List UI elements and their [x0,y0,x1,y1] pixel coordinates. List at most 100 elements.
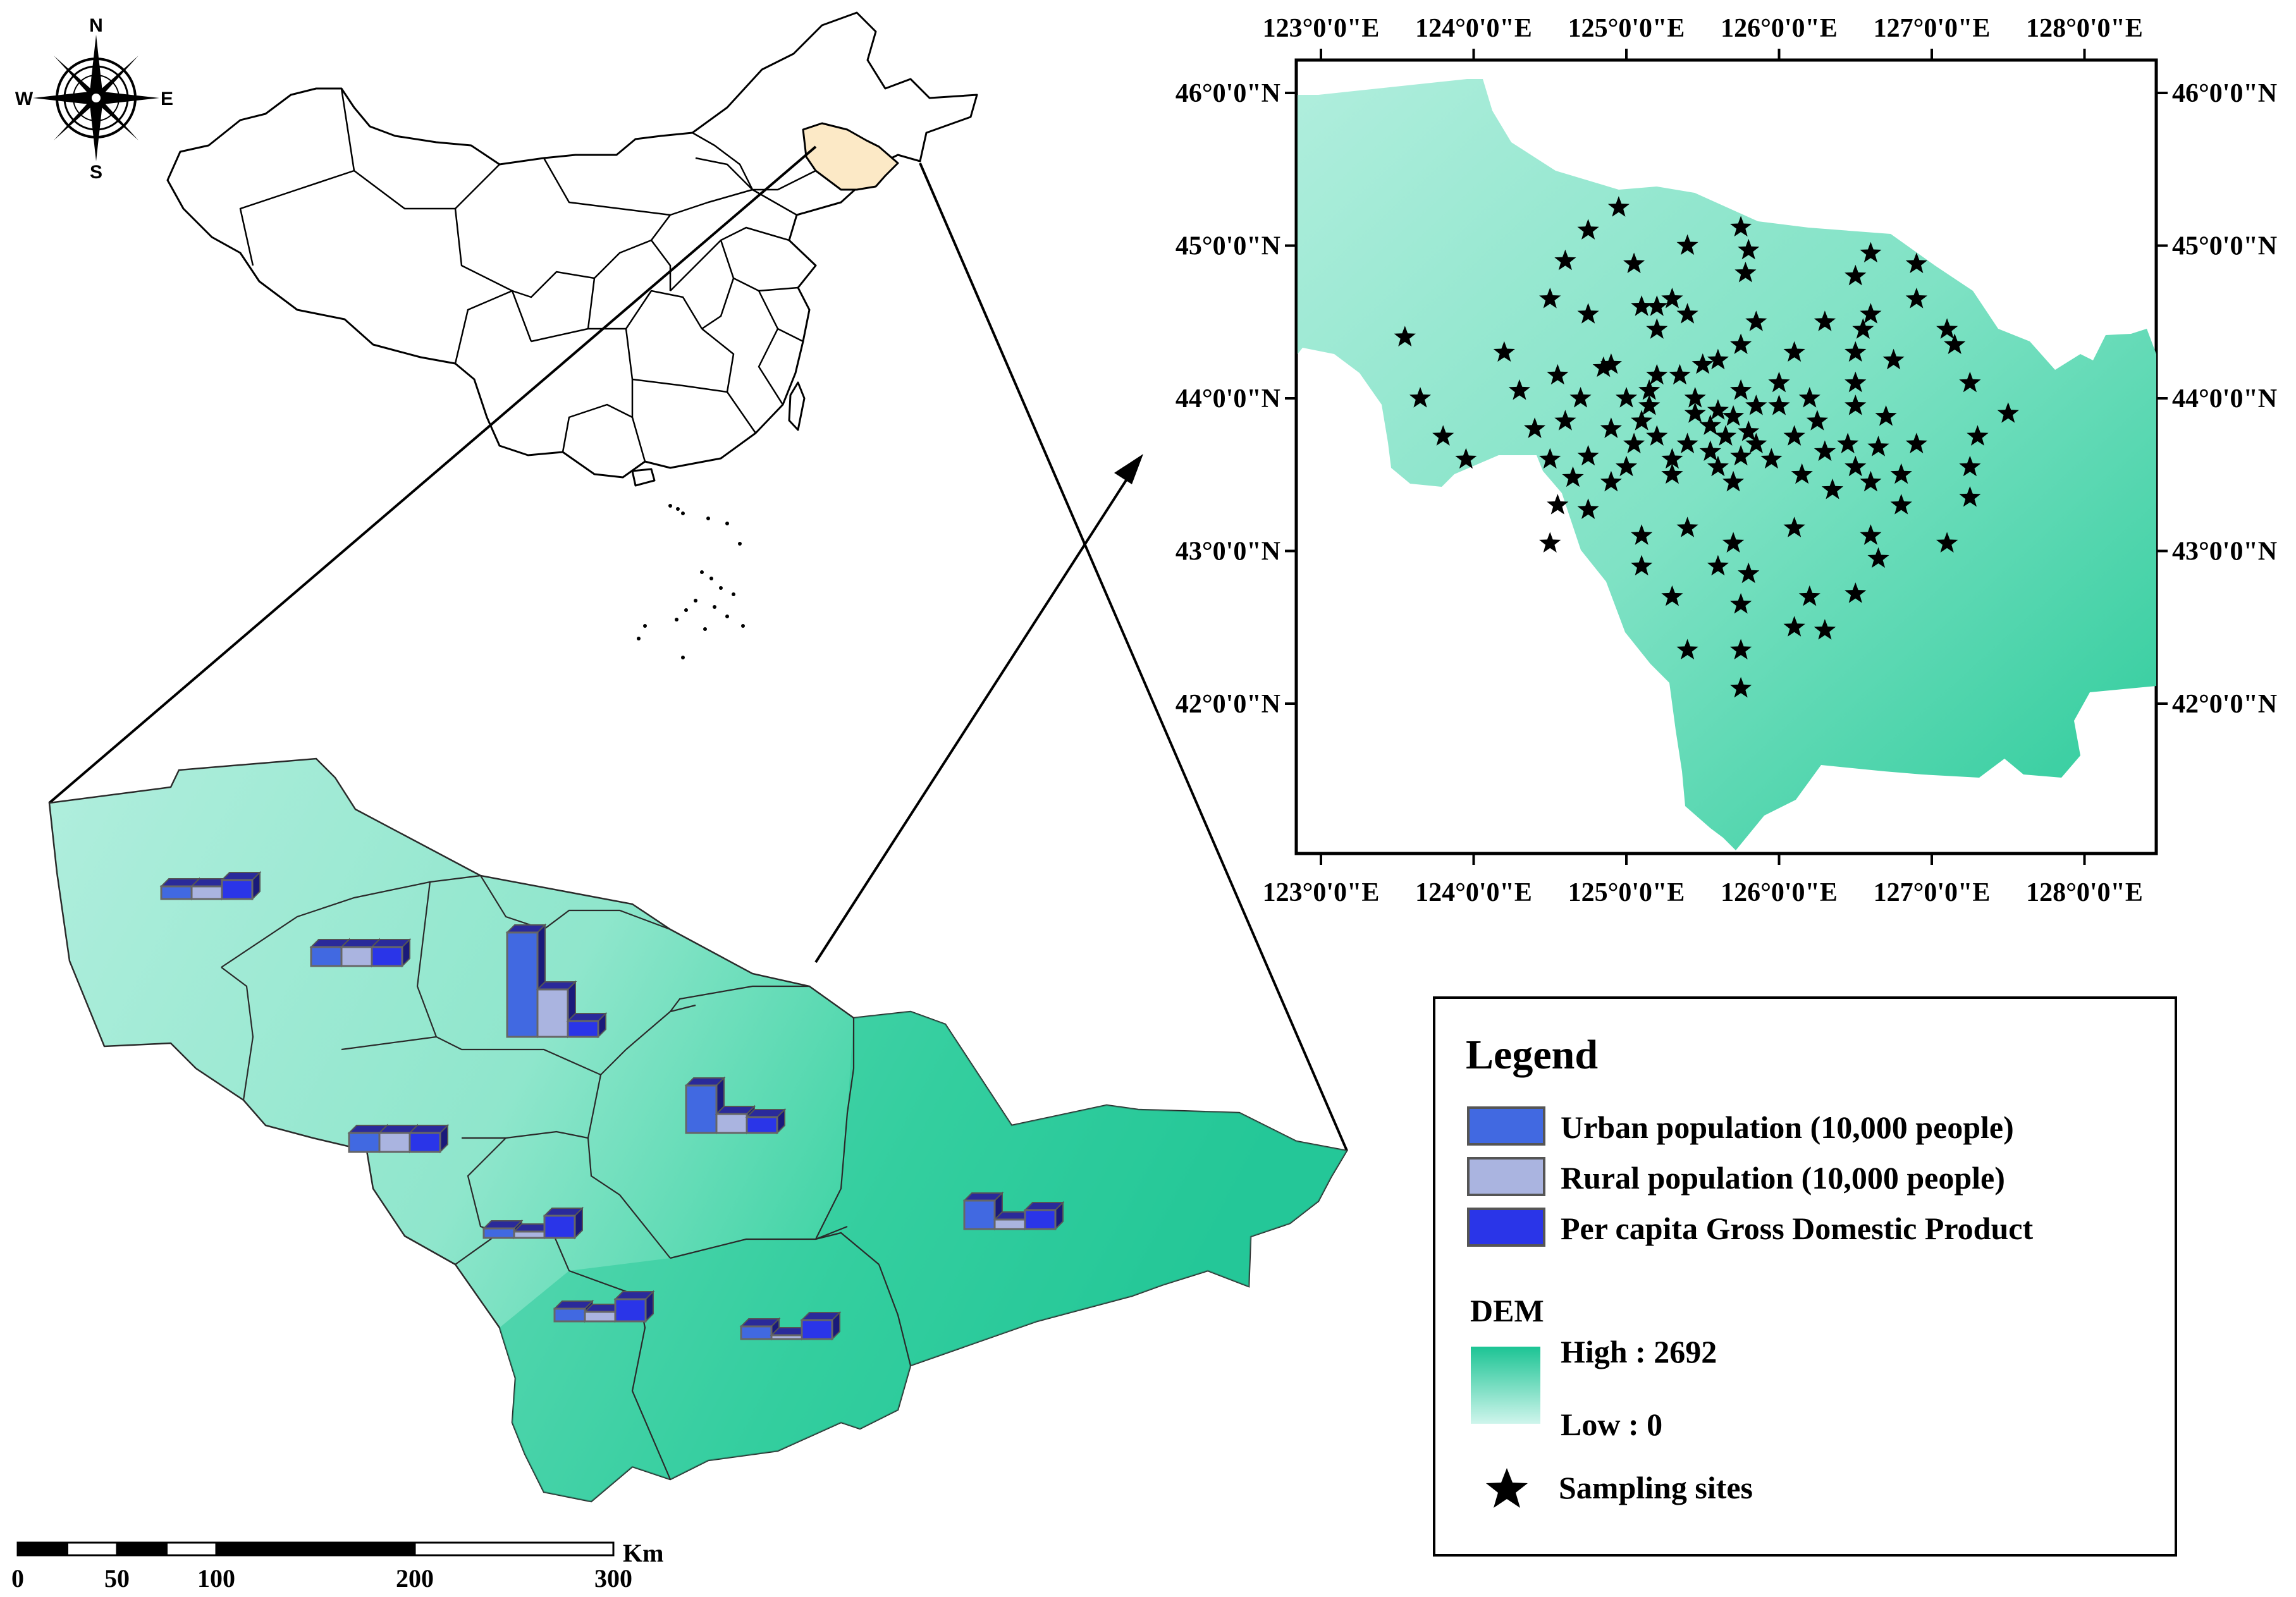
sampling-site-star [1845,264,1867,286]
sampling-site-star [1547,494,1569,515]
sampling-site-star [1539,288,1561,309]
legend-dem-title: DEM [1470,1293,1544,1328]
scale-bar-segment [116,1541,168,1557]
legend-star-icon [1486,1468,1528,1508]
sampling-site-star [1547,364,1569,385]
rural-bar [715,1113,748,1134]
sampling-site-star [1638,395,1661,415]
sampling-site-star [1905,432,1927,453]
rural-bar [340,946,373,967]
sampling-site-star [1607,196,1630,217]
scale-bar-segments [16,1541,615,1557]
sampling-site-star [1646,364,1668,385]
rural-bar [770,1334,803,1340]
urban-bar [963,1199,996,1230]
legend-title: Legend [1466,1032,1598,1078]
lon-label-top: 123°0'0"E [1263,14,1380,43]
sampling-site-star [1890,494,1912,515]
sampling-site-star [1738,562,1760,584]
sampling-site-star [1699,414,1721,435]
lat-label-left: 42°0'0"N [1176,690,1280,719]
sampling-site-star [1734,262,1757,283]
sampling-site-star [1691,353,1714,374]
sampling-site-star [1783,616,1805,637]
sampling-site-star [1730,676,1752,698]
sampling-site-star [1699,440,1721,462]
south-china-sea-islands [637,504,745,659]
lat-label-left: 46°0'0"N [1176,79,1280,108]
lon-label-bottom: 123°0'0"E [1263,878,1380,907]
legend-dem-ramp [1471,1347,1540,1424]
sampling-site-star [1730,216,1752,237]
sampling-site-star [1730,593,1752,614]
sampling-site-star [1623,432,1645,453]
compass-s-label: S [90,162,102,183]
rural-bar [536,988,569,1038]
sampling-site-star [1722,405,1745,426]
rural-bar [513,1230,546,1239]
region-bar-group [739,1311,842,1341]
urban-bar [553,1307,586,1323]
legend-swatch-urban [1467,1106,1545,1146]
sampling-site-star [1882,348,1905,370]
lon-label-bottom: 128°0'0"E [2026,878,2143,907]
sampling-site-star [1600,470,1622,492]
legend-panel: Legend Urban population (10,000 people) … [1433,996,2177,1557]
scale-bar-tick-label: 200 [396,1564,434,1593]
sampling-site-star [1631,554,1653,576]
connector-lines [48,145,1348,1151]
rural-bar [584,1311,617,1323]
sampling-site-star [1676,234,1698,255]
sampling-site-star [1959,486,1981,507]
gdp-bar [1024,1209,1057,1230]
scale-bar-segment [414,1541,615,1557]
gdp-bar [543,1215,576,1239]
sampling-site-star [1432,425,1454,446]
sampling-site-star [1944,333,1966,354]
urban-bar [160,885,193,900]
sampling-site-star [1631,410,1653,431]
sampling-site-star [1760,448,1783,469]
hainan-island [631,468,656,487]
scale-bar-tick-label: 300 [594,1564,632,1593]
sampling-site-star [1707,554,1729,576]
legend-dem-high: High : 2692 [1561,1334,1717,1369]
gdp-bar [801,1319,833,1340]
sampling-site-star [1860,524,1882,545]
sampling-site-star [1577,219,1599,240]
sampling-site-star [1745,395,1767,415]
region-bar-group [505,923,608,1039]
sampling-site-star [1860,242,1882,263]
scale-bar-segment [166,1541,218,1557]
sampling-site-star [1455,448,1477,469]
legend-swatch-gdp [1467,1208,1545,1247]
lon-label-top: 128°0'0"E [2026,14,2143,43]
china-outline [166,11,978,479]
sampling-site-star [1745,432,1767,453]
sampling-site-star [1661,585,1683,606]
sampling-site-star [1623,252,1645,273]
legend-swatch-rural [1467,1157,1545,1196]
sampling-site-star [1554,249,1576,271]
rural-bar [190,885,223,900]
scale-bar-tick-label: 50 [104,1564,130,1593]
compass-n-label: N [89,15,103,36]
sampling-site-star [1707,399,1729,420]
sampling-site-star [1539,448,1561,469]
sampling-site-star [1768,395,1790,415]
sampling-site-star [1646,318,1668,339]
sampling-site-star [1722,532,1745,553]
sampling-site-star [1890,463,1912,484]
urban-bar [482,1227,515,1239]
compass-e-label: E [161,89,173,109]
sampling-site-star [1867,547,1889,568]
sampling-site-star [1905,252,1927,273]
scale-bar-unit: Km [623,1539,663,1567]
east-region-shade [500,1012,1347,1502]
sampling-site-star [1577,444,1599,466]
urban-bar [310,946,343,967]
scale-bar-tick-label: 0 [11,1564,24,1593]
region-bar-group [553,1290,655,1323]
sampling-site-star [1493,341,1515,362]
sampling-site-star [1600,417,1622,438]
